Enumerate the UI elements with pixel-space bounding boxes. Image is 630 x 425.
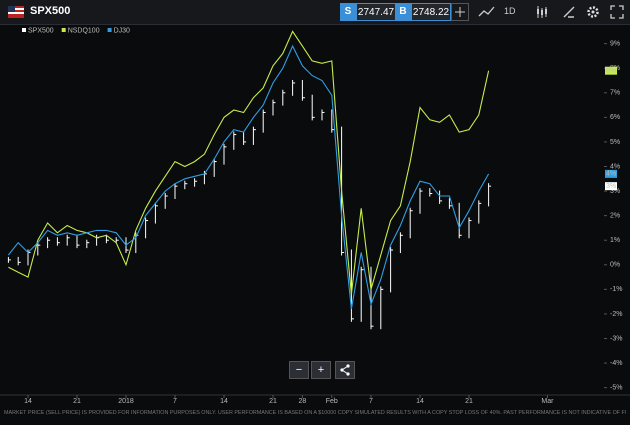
series-line bbox=[8, 30, 490, 295]
y-tick-label: -1% bbox=[610, 286, 622, 293]
disclaimer: MARKET PRICE (SELL PRICE) IS PROVIDED FO… bbox=[4, 410, 626, 416]
zoom-out-button[interactable]: − bbox=[289, 361, 309, 379]
y-tick-label: 3% bbox=[610, 188, 620, 195]
x-tick-label: 14 bbox=[24, 398, 32, 405]
y-tick-label: -5% bbox=[610, 384, 622, 391]
x-tick-label: 28 bbox=[299, 398, 307, 405]
y-tick-label: 5% bbox=[610, 139, 620, 146]
y-tick-label: 6% bbox=[610, 114, 620, 121]
symbol: SPX500 bbox=[30, 5, 71, 17]
value-badge bbox=[605, 66, 617, 75]
buy-price: 2748.22 bbox=[411, 3, 451, 21]
legend-swatch bbox=[107, 28, 112, 32]
legend-label: SPX500 bbox=[28, 27, 54, 34]
x-tick-label: 21 bbox=[269, 398, 277, 405]
y-tick-label: 1% bbox=[610, 237, 620, 244]
sell-price: 2747.47 bbox=[356, 3, 396, 21]
x-tick-label: 14 bbox=[416, 398, 424, 405]
toolbar: SPX500 S 2747.47 B 2748.22 1D bbox=[0, 0, 630, 25]
chart: 9% 8% 7% 6% 5% 4% 3% 2% 1% 0% -1% -2% -3% -4% -5% 14 21 2… bbox=[0, 27, 630, 405]
value-label: 3% bbox=[606, 183, 616, 190]
candle-button[interactable] bbox=[535, 5, 549, 19]
x-tick-label: 7 bbox=[173, 398, 177, 405]
buy-button[interactable]: B 2748.22 bbox=[395, 3, 451, 21]
crosshair-button[interactable] bbox=[451, 3, 469, 21]
x-tick-label: 14 bbox=[220, 398, 228, 405]
zoom-in-button[interactable]: + bbox=[311, 361, 331, 379]
legend-label: DJ30 bbox=[114, 27, 130, 34]
x-tick-label: Mar bbox=[541, 398, 554, 405]
sell-button[interactable]: S 2747.47 bbox=[340, 3, 396, 21]
expand-button[interactable] bbox=[610, 5, 624, 19]
y-tick-label: -4% bbox=[610, 360, 622, 367]
y-tick-label: 4% bbox=[610, 163, 620, 170]
x-tick-label: 7 bbox=[369, 398, 373, 405]
x-tick-label: 21 bbox=[465, 398, 473, 405]
settings-button[interactable] bbox=[586, 5, 600, 19]
x-tick-label: 21 bbox=[73, 398, 81, 405]
value-label: 4% bbox=[606, 171, 616, 178]
legend-swatch bbox=[61, 28, 66, 32]
chart-type-button[interactable] bbox=[478, 5, 498, 19]
timeframe[interactable]: 1D bbox=[504, 6, 516, 16]
buy-label: B bbox=[395, 3, 411, 21]
flag-icon bbox=[8, 6, 24, 18]
draw-button[interactable] bbox=[562, 5, 576, 19]
legend-swatch bbox=[22, 28, 26, 32]
x-tick-label: 2018 bbox=[118, 398, 134, 405]
y-tick-label: -2% bbox=[610, 311, 622, 318]
y-tick-label: 7% bbox=[610, 90, 620, 97]
series-line bbox=[7, 44, 490, 310]
legend-label: NSDQ100 bbox=[68, 27, 100, 34]
value-badge bbox=[605, 182, 617, 191]
y-tick-label: -3% bbox=[610, 335, 622, 342]
legend: SPX500 NSDQ100 DJ30 bbox=[22, 27, 130, 34]
x-tick-label: Feb bbox=[326, 398, 338, 405]
value-badge bbox=[605, 169, 617, 178]
value-label: 8% bbox=[606, 68, 616, 75]
share-button[interactable] bbox=[335, 361, 355, 379]
y-tick-label: 9% bbox=[610, 40, 620, 47]
y-tick-label: 2% bbox=[610, 212, 620, 219]
sell-label: S bbox=[340, 3, 356, 21]
y-tick-label: 0% bbox=[610, 262, 620, 269]
